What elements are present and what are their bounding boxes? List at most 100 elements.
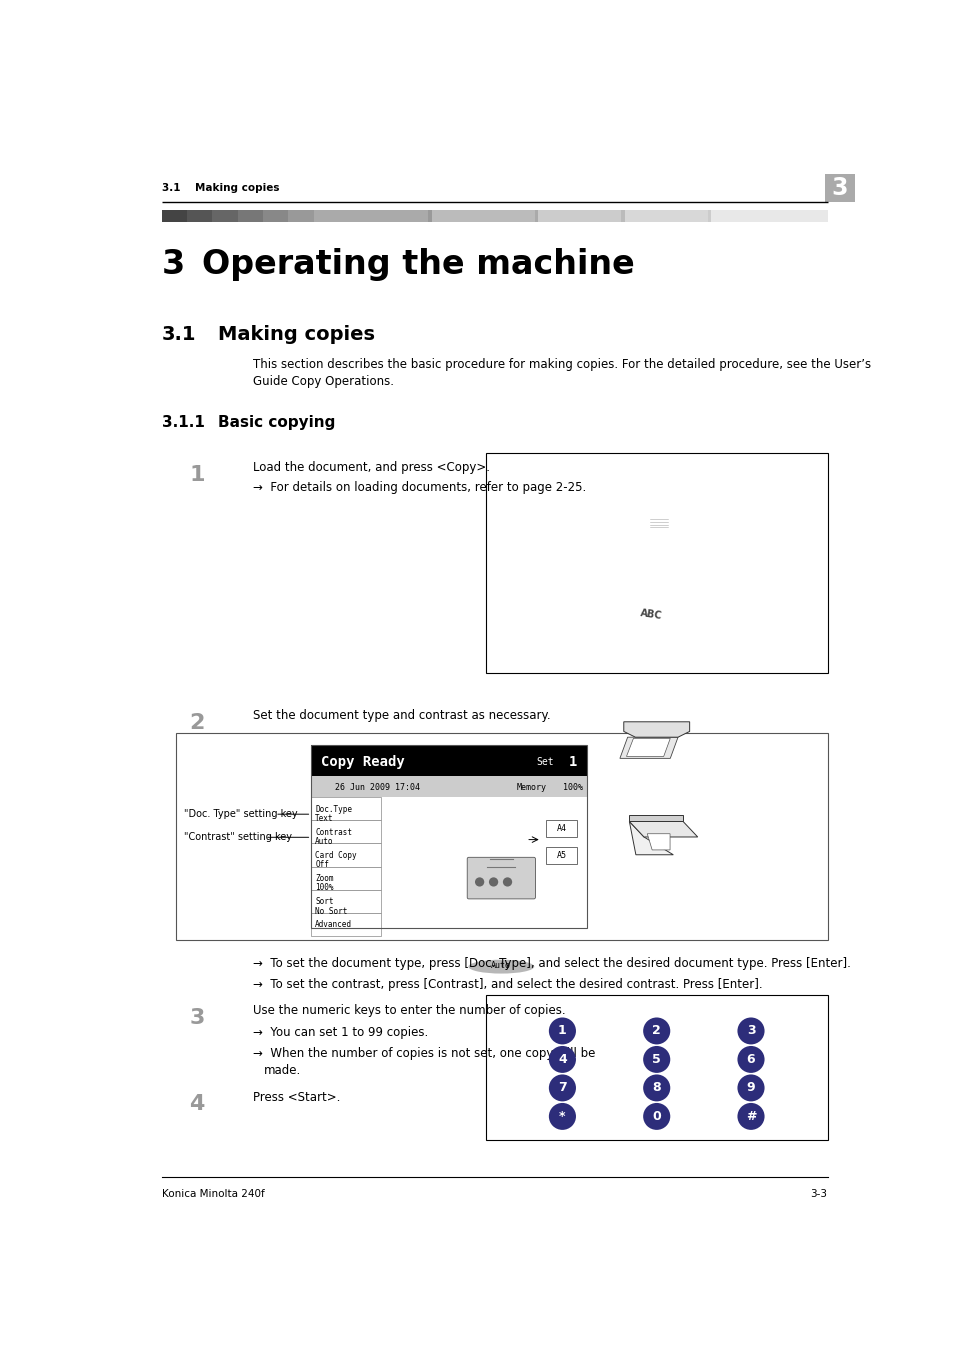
Text: 4: 4 bbox=[189, 1095, 204, 1115]
Text: Doc.Type: Doc.Type bbox=[315, 805, 352, 814]
Polygon shape bbox=[629, 821, 673, 855]
Text: 3: 3 bbox=[746, 1025, 755, 1037]
Circle shape bbox=[642, 1018, 670, 1045]
Bar bbox=[534, 209, 537, 221]
Text: 2: 2 bbox=[189, 713, 204, 733]
Text: 1: 1 bbox=[189, 464, 204, 485]
Bar bbox=[311, 745, 586, 776]
Polygon shape bbox=[629, 821, 697, 837]
Text: A4: A4 bbox=[557, 825, 566, 833]
Polygon shape bbox=[629, 815, 682, 821]
Text: Press <Start>.: Press <Start>. bbox=[253, 1091, 340, 1103]
Bar bbox=[314, 209, 428, 221]
Text: 7: 7 bbox=[558, 1081, 566, 1095]
Text: Konica Minolta 240f: Konica Minolta 240f bbox=[162, 1189, 264, 1199]
Bar bbox=[620, 209, 624, 221]
Bar bbox=[311, 844, 381, 867]
FancyBboxPatch shape bbox=[467, 857, 535, 899]
Text: 2: 2 bbox=[652, 1025, 660, 1037]
Bar bbox=[428, 209, 432, 221]
Text: ABC: ABC bbox=[639, 609, 661, 621]
Text: Copy Ready: Copy Ready bbox=[320, 755, 404, 770]
Text: Advanced: Advanced bbox=[315, 921, 352, 929]
Text: 100%: 100% bbox=[315, 883, 334, 892]
Text: Sort: Sort bbox=[315, 898, 334, 906]
Circle shape bbox=[642, 1046, 670, 1073]
Bar bbox=[311, 913, 381, 936]
Text: Contrast: Contrast bbox=[315, 828, 352, 837]
Text: →  You can set 1 to 99 copies.: → You can set 1 to 99 copies. bbox=[253, 1026, 428, 1040]
Text: 6: 6 bbox=[746, 1053, 755, 1066]
Text: This section describes the basic procedure for making copies. For the detailed p: This section describes the basic procedu… bbox=[253, 358, 870, 371]
Text: →  For details on loading documents, refer to page 2-25.: → For details on loading documents, refe… bbox=[253, 481, 586, 494]
Text: 3: 3 bbox=[189, 1008, 204, 1029]
Text: 8: 8 bbox=[652, 1081, 660, 1095]
Circle shape bbox=[642, 1103, 670, 1130]
Bar bbox=[624, 209, 707, 221]
Text: Use the numeric keys to enter the number of copies.: Use the numeric keys to enter the number… bbox=[253, 1004, 565, 1018]
Text: made.: made. bbox=[263, 1064, 300, 1077]
Circle shape bbox=[548, 1018, 576, 1045]
Text: Text: Text bbox=[315, 814, 334, 824]
Circle shape bbox=[548, 1103, 576, 1130]
Circle shape bbox=[737, 1046, 763, 1073]
Circle shape bbox=[502, 878, 512, 887]
Text: 1: 1 bbox=[568, 755, 577, 770]
Circle shape bbox=[737, 1018, 763, 1045]
Bar bbox=[162, 209, 187, 221]
Bar bbox=[485, 454, 827, 672]
Text: #: # bbox=[745, 1110, 756, 1123]
Text: Set: Set bbox=[536, 757, 554, 767]
Text: Load the document, and press <Copy>.: Load the document, and press <Copy>. bbox=[253, 460, 490, 474]
Circle shape bbox=[548, 1046, 576, 1073]
Polygon shape bbox=[623, 722, 689, 737]
Text: 1: 1 bbox=[558, 1025, 566, 1037]
Bar bbox=[432, 209, 534, 221]
Text: 5: 5 bbox=[652, 1053, 660, 1066]
Text: 3: 3 bbox=[162, 248, 185, 281]
Bar bbox=[707, 209, 710, 221]
Text: A5: A5 bbox=[557, 852, 566, 860]
Circle shape bbox=[488, 878, 497, 887]
Text: →  To set the document type, press [Doc. Type], and select the desired document : → To set the document type, press [Doc. … bbox=[253, 957, 850, 969]
Ellipse shape bbox=[468, 960, 534, 973]
Text: 3-3: 3-3 bbox=[810, 1189, 827, 1199]
Text: 4: 4 bbox=[558, 1053, 566, 1066]
Circle shape bbox=[548, 1075, 576, 1102]
Text: →  When the number of copies is not set, one copy will be: → When the number of copies is not set, … bbox=[253, 1046, 595, 1060]
Bar bbox=[311, 821, 381, 844]
Circle shape bbox=[737, 1103, 763, 1130]
Bar bbox=[710, 209, 827, 221]
Text: Off: Off bbox=[315, 860, 329, 869]
Bar bbox=[311, 798, 381, 821]
Bar bbox=[288, 209, 314, 221]
Bar bbox=[311, 867, 381, 890]
Text: Guide Copy Operations.: Guide Copy Operations. bbox=[253, 374, 394, 387]
Circle shape bbox=[642, 1075, 670, 1102]
Text: Operating the machine: Operating the machine bbox=[202, 248, 635, 281]
Text: "Doc. Type" setting key: "Doc. Type" setting key bbox=[183, 809, 297, 819]
Bar bbox=[187, 209, 213, 221]
Text: 0: 0 bbox=[652, 1110, 660, 1123]
Text: Basic copying: Basic copying bbox=[217, 414, 335, 429]
Bar bbox=[485, 995, 827, 1139]
Text: Memory: Memory bbox=[517, 783, 546, 791]
Bar bbox=[213, 209, 237, 221]
Bar bbox=[546, 848, 577, 864]
Text: 26 Jun 2009 17:04: 26 Jun 2009 17:04 bbox=[335, 783, 419, 791]
Bar bbox=[311, 890, 381, 913]
Text: 3.1: 3.1 bbox=[162, 325, 196, 344]
Text: →  To set the contrast, press [Contrast], and select the desired contrast. Press: → To set the contrast, press [Contrast],… bbox=[253, 979, 762, 991]
Circle shape bbox=[737, 1075, 763, 1102]
Circle shape bbox=[475, 878, 484, 887]
Text: Auto: Auto bbox=[491, 961, 511, 969]
Bar bbox=[237, 209, 263, 221]
Bar bbox=[175, 733, 827, 940]
Text: Zoom: Zoom bbox=[315, 875, 334, 883]
Text: Card Copy: Card Copy bbox=[315, 850, 356, 860]
Text: 3.1.1: 3.1.1 bbox=[162, 414, 205, 429]
Text: Set the document type and contrast as necessary.: Set the document type and contrast as ne… bbox=[253, 709, 551, 722]
Text: 100%: 100% bbox=[562, 783, 582, 791]
Bar bbox=[824, 174, 854, 202]
Text: Auto: Auto bbox=[315, 837, 334, 846]
